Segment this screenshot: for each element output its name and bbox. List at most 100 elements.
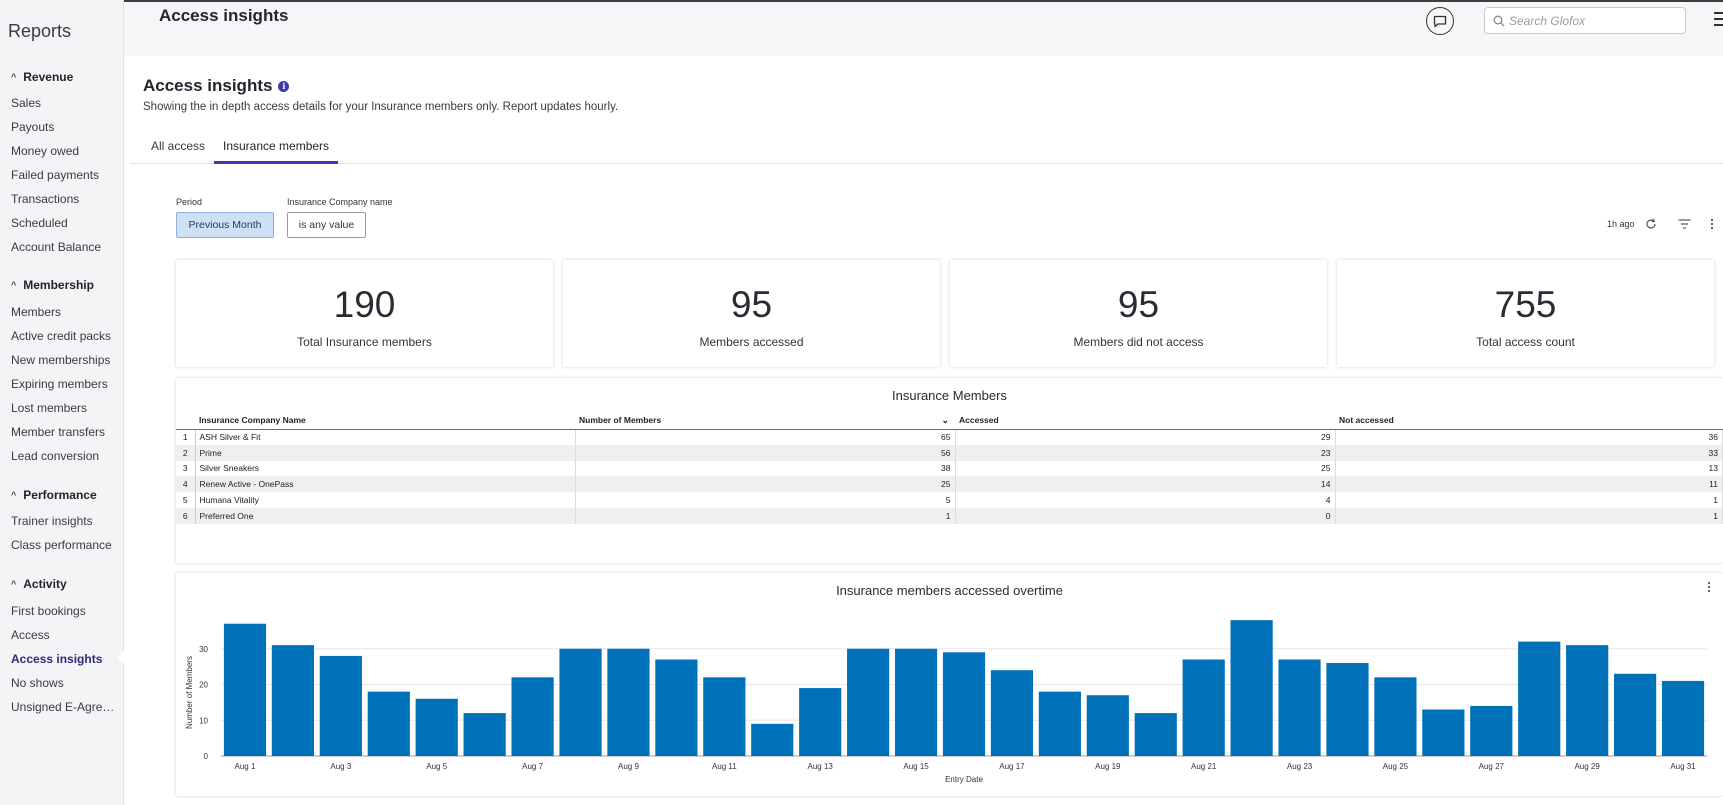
cell-company: Humana Vitality bbox=[195, 492, 576, 508]
x-tick-label: Aug 3 bbox=[330, 762, 351, 771]
bar bbox=[751, 723, 794, 756]
y-tick-label: 0 bbox=[204, 752, 209, 761]
table-header-company[interactable]: Insurance Company Name bbox=[195, 412, 575, 430]
sidebar-section-activity[interactable]: ^ Activity bbox=[11, 577, 67, 591]
hamburger-menu-icon[interactable] bbox=[1714, 12, 1723, 30]
bar bbox=[990, 670, 1034, 756]
more-options-icon[interactable] bbox=[1710, 218, 1714, 230]
tab-insurance-members[interactable]: Insurance members bbox=[214, 139, 339, 164]
sidebar-section-label: Revenue bbox=[23, 70, 74, 84]
header-title: Access insights bbox=[159, 6, 289, 25]
sidebar-item-lost-members[interactable]: Lost members bbox=[11, 401, 88, 415]
chevron-up-icon: ^ bbox=[11, 72, 17, 82]
cell-accessed: 25 bbox=[955, 460, 1336, 477]
chat-icon bbox=[1433, 15, 1447, 27]
period-filter-label: Period bbox=[176, 197, 203, 207]
sidebar-item-no-shows[interactable]: No shows bbox=[11, 676, 64, 690]
kpi-label: Members accessed bbox=[699, 335, 804, 349]
sort-desc-icon[interactable]: ⌄ bbox=[941, 414, 949, 425]
table-row: 5 Humana Vitality 5 4 1 bbox=[176, 492, 1723, 508]
bar bbox=[799, 688, 842, 756]
sidebar-item-active-credit-packs[interactable]: Active credit packs bbox=[11, 329, 112, 343]
sidebar-item-access[interactable]: Access bbox=[11, 628, 50, 642]
cell-company: ASH Silver & Fit bbox=[195, 429, 576, 445]
sidebar-section-membership[interactable]: ^ Membership bbox=[11, 278, 94, 292]
chat-button[interactable] bbox=[1426, 7, 1454, 35]
cell-company: Renew Active - OnePass bbox=[195, 476, 576, 493]
sidebar-section-performance[interactable]: ^ Performance bbox=[11, 488, 97, 502]
tab-all-access[interactable]: All access bbox=[151, 139, 206, 153]
y-axis-label: Number of Members bbox=[185, 656, 194, 729]
bar bbox=[415, 698, 458, 756]
bar bbox=[1374, 677, 1417, 756]
insurance-members-table: Insurance Company Name Number of Members… bbox=[176, 412, 1723, 524]
sidebar-item-scheduled[interactable]: Scheduled bbox=[11, 216, 68, 230]
cell-members: 25 bbox=[575, 476, 956, 493]
table-header-not-accessed[interactable]: Not accessed bbox=[1335, 412, 1723, 430]
cell-members: 65 bbox=[575, 429, 956, 445]
bar bbox=[1278, 659, 1321, 756]
sidebar-item-expiring-members[interactable]: Expiring members bbox=[11, 377, 108, 391]
page-title: Access insights i bbox=[143, 76, 290, 96]
sidebar-item-members[interactable]: Members bbox=[11, 305, 62, 319]
sidebar: Reports ^ Revenue Sales Payouts Money owe… bbox=[0, 0, 125, 805]
x-tick-label: Aug 7 bbox=[522, 762, 543, 771]
y-tick-label: 30 bbox=[199, 645, 208, 654]
search-input[interactable] bbox=[1509, 13, 1669, 28]
bar bbox=[847, 648, 890, 756]
active-item-marker bbox=[117, 650, 125, 664]
cell-not-accessed: 33 bbox=[1335, 444, 1723, 461]
chevron-up-icon: ^ bbox=[11, 579, 17, 589]
company-filter-button[interactable]: is any value bbox=[287, 212, 366, 238]
table-header-members-label: Number of Members bbox=[579, 414, 662, 425]
x-tick-label: Aug 31 bbox=[1670, 762, 1696, 771]
cell-not-accessed: 1 bbox=[1335, 492, 1723, 508]
refresh-icon[interactable] bbox=[1645, 218, 1657, 230]
sidebar-item-member-transfers[interactable]: Member transfers bbox=[11, 425, 106, 439]
bar bbox=[1086, 695, 1129, 756]
period-filter-button[interactable]: Previous Month bbox=[176, 212, 274, 238]
sidebar-section-revenue[interactable]: ^ Revenue bbox=[11, 70, 73, 84]
row-index: 1 bbox=[176, 429, 196, 445]
access-overtime-chart-panel: Insurance members accessed overtime 0 10 2… bbox=[176, 573, 1723, 796]
kpi-card-total-insurance-members: 190 Total Insurance members bbox=[176, 260, 553, 367]
sidebar-item-access-insights[interactable]: Access insights bbox=[11, 652, 103, 666]
bar bbox=[319, 655, 362, 756]
x-tick-label: Aug 29 bbox=[1574, 762, 1600, 771]
sidebar-item-sales[interactable]: Sales bbox=[11, 96, 42, 110]
bar bbox=[1182, 659, 1225, 756]
cell-accessed: 23 bbox=[955, 444, 1336, 461]
sidebar-item-transactions[interactable]: Transactions bbox=[11, 192, 80, 206]
bar bbox=[1422, 709, 1465, 756]
sidebar-item-trainer-insights[interactable]: Trainer insights bbox=[11, 514, 93, 528]
kpi-label: Total Insurance members bbox=[297, 335, 432, 349]
table-header-accessed[interactable]: Accessed bbox=[955, 412, 1335, 430]
row-index: 5 bbox=[176, 492, 196, 508]
page-title-text: Access insights bbox=[143, 76, 273, 95]
filter-icon[interactable] bbox=[1678, 219, 1691, 229]
x-tick-label: Aug 17 bbox=[999, 762, 1025, 771]
sidebar-item-unsigned-e-agreements[interactable]: Unsigned E-Agree... bbox=[11, 700, 119, 714]
search-box[interactable] bbox=[1484, 7, 1686, 34]
chart-title: Insurance members accessed overtime bbox=[836, 583, 1063, 598]
sidebar-item-class-performance[interactable]: Class performance bbox=[11, 538, 112, 552]
table-title: Insurance Members bbox=[892, 388, 1007, 403]
chart-more-options-icon[interactable] bbox=[1707, 581, 1711, 593]
bar bbox=[607, 648, 650, 756]
sidebar-item-first-bookings[interactable]: First bookings bbox=[11, 604, 86, 618]
kpi-label: Total access count bbox=[1476, 335, 1575, 349]
sidebar-item-lead-conversion[interactable]: Lead conversion bbox=[11, 449, 100, 463]
cell-company: Silver Sneakers bbox=[195, 460, 576, 477]
table-row: 6 Preferred One 1 0 1 bbox=[176, 507, 1723, 524]
sidebar-item-failed-payments[interactable]: Failed payments bbox=[11, 168, 100, 182]
bar bbox=[511, 677, 554, 756]
sidebar-item-payouts[interactable]: Payouts bbox=[11, 120, 55, 134]
table-header-members[interactable]: Number of Members ⌄ bbox=[575, 412, 955, 430]
page-subtitle: Showing the in depth access details for … bbox=[143, 101, 619, 113]
sidebar-item-account-balance[interactable]: Account Balance bbox=[11, 240, 102, 254]
x-tick-label: Aug 5 bbox=[426, 762, 447, 771]
sidebar-item-new-memberships[interactable]: New memberships bbox=[11, 353, 111, 367]
info-icon[interactable]: i bbox=[278, 80, 290, 92]
sidebar-item-money-owed[interactable]: Money owed bbox=[11, 144, 80, 158]
x-tick-label: Aug 25 bbox=[1383, 762, 1409, 771]
